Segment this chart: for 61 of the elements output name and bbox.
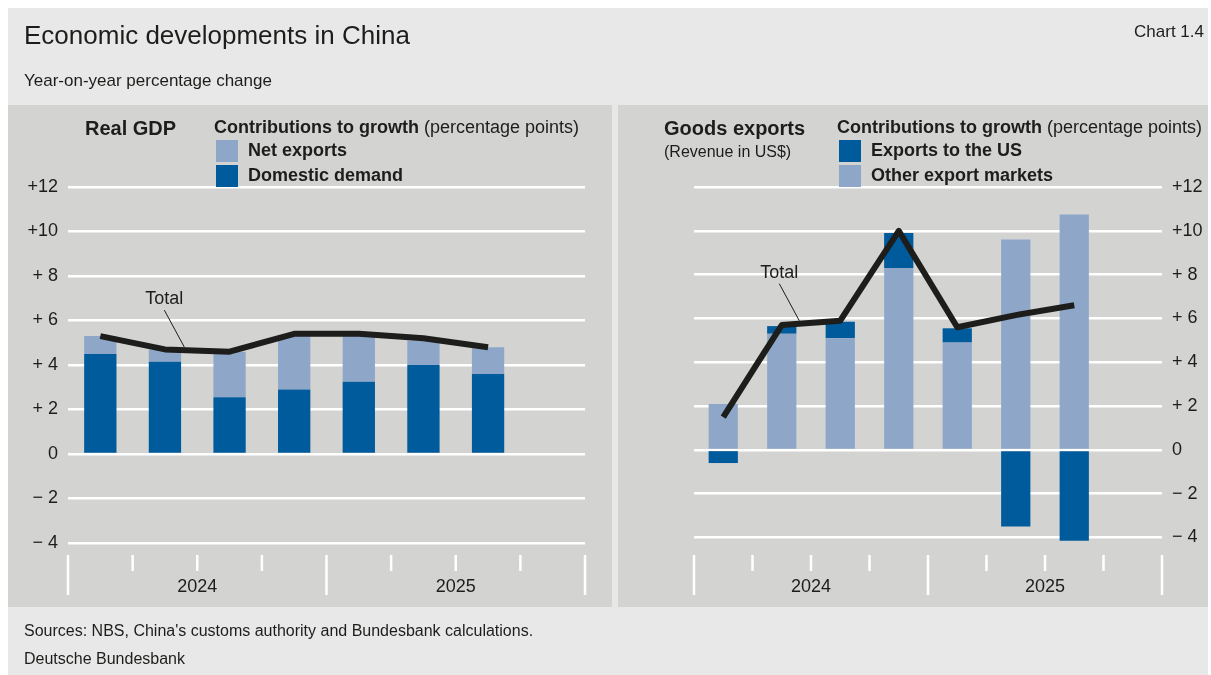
y2-tick-label: + 8: [1172, 263, 1198, 284]
y2-tick-label: 0: [1172, 438, 1183, 459]
y-tick-label: +10: [27, 220, 58, 241]
y2-tick-label: +10: [1172, 219, 1203, 240]
bar: [708, 451, 738, 464]
bar: [767, 333, 797, 449]
y-tick-label: − 2: [32, 487, 58, 508]
y2-tick-label: + 4: [1172, 351, 1198, 372]
text: 2024: [790, 575, 832, 596]
legend-label: Exports to the US: [871, 140, 1023, 161]
y-tick-label: + 2: [32, 398, 58, 419]
y2-tick-label: + 2: [1172, 395, 1198, 416]
bar: [471, 373, 505, 453]
bar: [213, 397, 246, 453]
bar: [84, 353, 117, 453]
y-tick-label: + 4: [32, 353, 58, 374]
y2-tick-label: − 2: [1172, 482, 1198, 503]
y-tick-label: + 8: [32, 264, 58, 285]
text: Total: [145, 288, 184, 309]
text: 2025: [1024, 575, 1066, 596]
chart-subtitle: (Revenue in US$): [664, 143, 792, 161]
legend-label: Domestic demand: [248, 165, 404, 186]
text: 2024: [177, 575, 218, 596]
bar: [825, 338, 855, 449]
bar: [942, 342, 972, 449]
bar: [342, 336, 375, 382]
bar: [1001, 239, 1031, 449]
bar: [471, 347, 505, 374]
text: Deutsche Bundesbank: [24, 650, 185, 668]
bar: [407, 365, 440, 453]
chart-title: Real GDP: [85, 117, 177, 140]
y-tick-label: + 6: [32, 309, 58, 330]
bar: [278, 389, 311, 453]
y-tick-label: − 4: [32, 531, 58, 552]
bar: [708, 403, 738, 449]
caption: Chart 1.4: [1134, 22, 1204, 42]
bar: [1001, 451, 1031, 527]
bar: [942, 328, 972, 343]
bar: [1059, 451, 1089, 541]
legend-title: Contributions to growth (percentage points): [214, 117, 580, 137]
source-note: Sources: NBS, China's customs authority and Bundesbank calculations.: [24, 622, 534, 640]
y2-tick-label: − 4: [1172, 526, 1198, 547]
bar: [342, 381, 375, 453]
text: Economic developments in China: [24, 20, 410, 51]
bar: [213, 351, 246, 398]
y2-tick-label: +12: [1172, 175, 1203, 196]
bar: [1059, 214, 1089, 449]
text: Total: [760, 261, 799, 282]
chart-title: Goods exports: [664, 117, 806, 140]
text: Year-on-year percentage change: [24, 71, 272, 91]
bar: [148, 361, 182, 453]
text: 2025: [435, 575, 476, 596]
bar: [278, 336, 311, 390]
y-tick-label: 0: [47, 442, 58, 463]
y2-tick-label: + 6: [1172, 307, 1198, 328]
y-tick-label: +12: [27, 175, 58, 196]
legend-label: Other export markets: [871, 165, 1054, 186]
legend-title: Contributions to growth (percentage points): [837, 117, 1203, 137]
bar: [407, 340, 440, 365]
legend-label: Net exports: [248, 140, 348, 161]
bar: [884, 268, 914, 449]
